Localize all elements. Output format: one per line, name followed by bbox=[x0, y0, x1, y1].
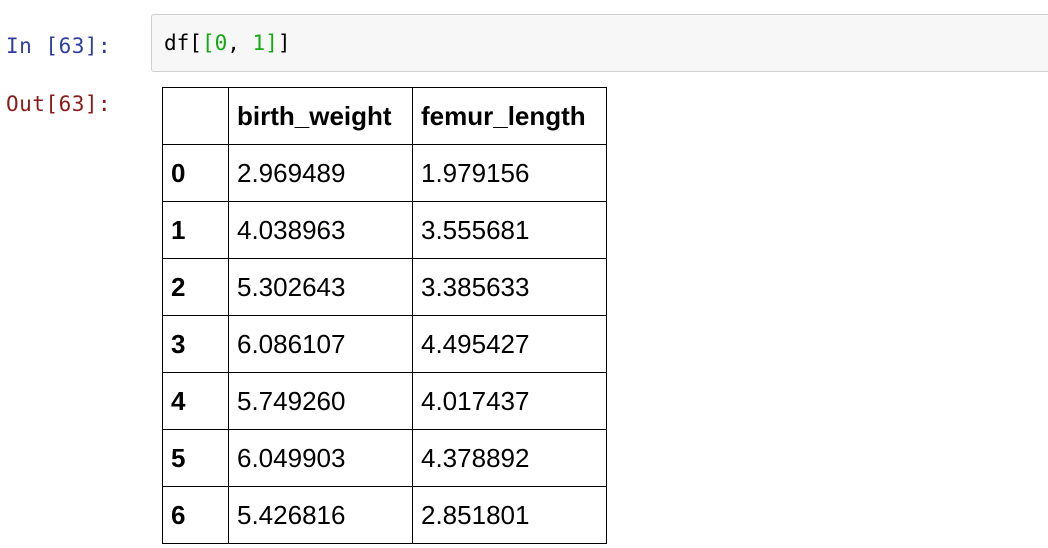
table-cell: 4.017437 bbox=[412, 372, 607, 430]
code-input-area[interactable]: df[[0, 1]] bbox=[151, 14, 1048, 72]
table-row: 1 4.038963 3.555681 bbox=[162, 201, 607, 259]
code-prefix: df[ bbox=[164, 31, 202, 55]
table-row: 5 6.049903 4.378892 bbox=[162, 429, 607, 487]
table-row: 2 5.302643 3.385633 bbox=[162, 258, 607, 316]
code-inner-close: ] bbox=[265, 31, 278, 55]
table-cell: 4.378892 bbox=[412, 429, 607, 487]
table-row: 3 6.086107 4.495427 bbox=[162, 315, 607, 373]
row-index: 0 bbox=[162, 144, 229, 202]
table-cell: 6.049903 bbox=[228, 429, 413, 487]
code-inner-open: [ bbox=[201, 31, 215, 55]
table-row: 4 5.749260 4.017437 bbox=[162, 372, 607, 430]
code-arg-2: 1 bbox=[252, 31, 266, 55]
table-cell: 5.749260 bbox=[228, 372, 413, 430]
input-prompt: In [63]: bbox=[6, 34, 112, 58]
row-index: 1 bbox=[162, 201, 229, 259]
row-index: 5 bbox=[162, 429, 229, 487]
table-cell: 3.555681 bbox=[412, 201, 607, 259]
column-header: birth_weight bbox=[228, 87, 413, 145]
code-suffix: ] bbox=[277, 31, 291, 55]
output-prompt: Out[63]: bbox=[6, 92, 112, 116]
header-row: birth_weight femur_length bbox=[162, 87, 607, 145]
table-cell: 4.038963 bbox=[228, 201, 413, 259]
index-header bbox=[162, 87, 229, 145]
row-index: 2 bbox=[162, 258, 229, 316]
table-cell: 2.969489 bbox=[228, 144, 413, 202]
row-index: 4 bbox=[162, 372, 229, 430]
row-index: 3 bbox=[162, 315, 229, 373]
table-cell: 5.426816 bbox=[228, 486, 413, 544]
code-separator: , bbox=[227, 31, 253, 55]
table-cell: 2.851801 bbox=[412, 486, 607, 544]
table-cell: 5.302643 bbox=[228, 258, 413, 316]
code-text[interactable]: df[[0, 1]] bbox=[164, 29, 291, 57]
dataframe-table: birth_weight femur_length 0 2.969489 1.9… bbox=[162, 87, 607, 544]
table-cell: 3.385633 bbox=[412, 258, 607, 316]
table-cell: 4.495427 bbox=[412, 315, 607, 373]
table-row: 6 5.426816 2.851801 bbox=[162, 486, 607, 544]
code-arg-1: 0 bbox=[214, 31, 228, 55]
table-cell: 6.086107 bbox=[228, 315, 413, 373]
table-row: 0 2.969489 1.979156 bbox=[162, 144, 607, 202]
table-cell: 1.979156 bbox=[412, 144, 607, 202]
row-index: 6 bbox=[162, 486, 229, 544]
column-header: femur_length bbox=[412, 87, 607, 145]
